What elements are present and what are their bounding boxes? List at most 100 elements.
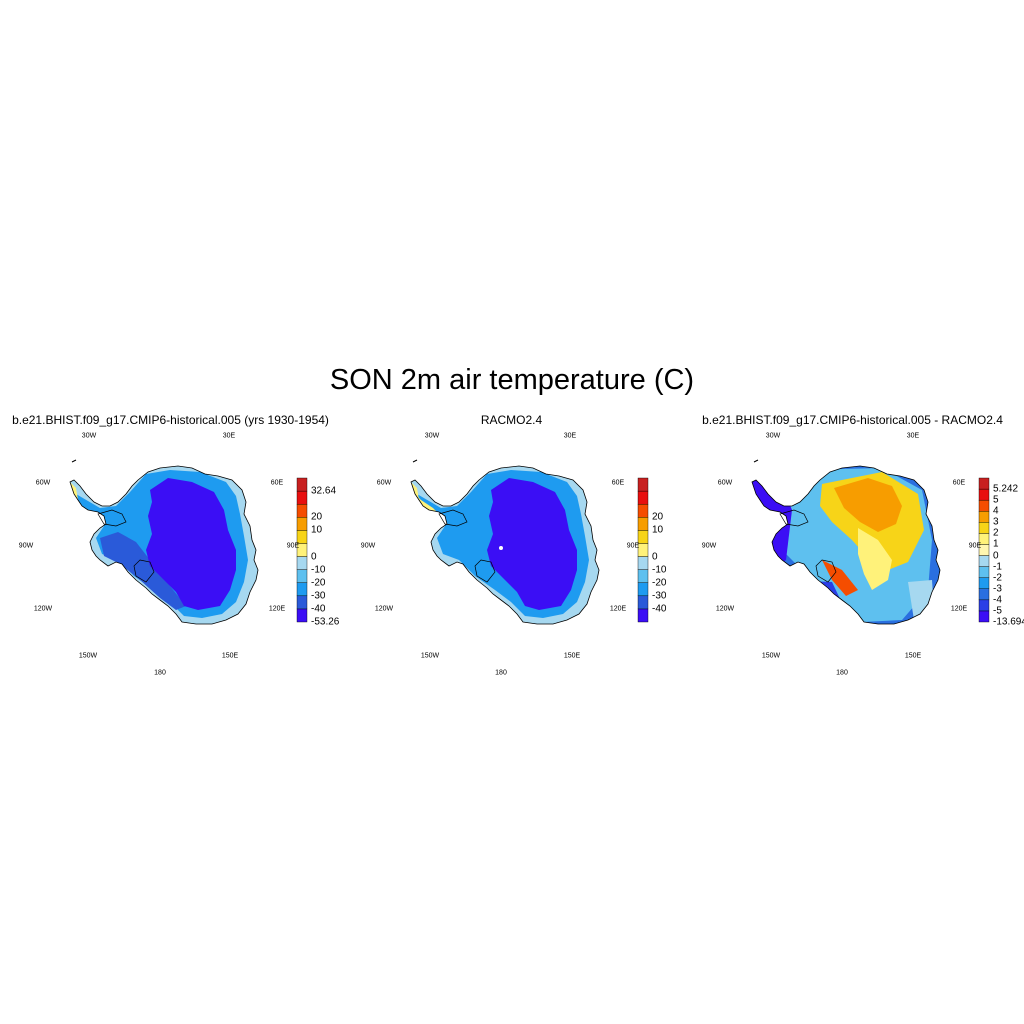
colorbar-box bbox=[637, 582, 649, 597]
colorbar-label: 0 bbox=[652, 551, 658, 563]
colorbar-label: 0 bbox=[993, 550, 999, 562]
lon-label-60e: 60E bbox=[611, 479, 625, 487]
lon-label-30e: 30E bbox=[906, 432, 920, 440]
lon-label-90w: 90W bbox=[701, 542, 717, 550]
ice-shelf-outline bbox=[438, 509, 468, 527]
colorbar-box bbox=[296, 477, 308, 492]
colorbar-label: -20 bbox=[311, 577, 326, 589]
colorbar-label: -40 bbox=[652, 603, 667, 615]
colorbar-box bbox=[637, 556, 649, 570]
tick-mark bbox=[412, 459, 418, 463]
colorbar-box bbox=[637, 517, 649, 531]
colorbar-box bbox=[637, 608, 649, 623]
panel-title: b.e21.BHIST.f09_g17.CMIP6-historical.005… bbox=[702, 413, 1003, 427]
coastline bbox=[410, 465, 600, 625]
colorbar-boxes bbox=[637, 477, 649, 623]
lon-label-60w: 60W bbox=[376, 479, 392, 487]
lon-label-120e: 120E bbox=[268, 605, 286, 613]
colorbar-box bbox=[637, 490, 649, 505]
colorbar-box bbox=[978, 522, 990, 534]
lon-label-150w: 150W bbox=[420, 652, 440, 660]
colorbar-box bbox=[296, 490, 308, 505]
colorbar-box bbox=[296, 595, 308, 610]
lon-label-30w: 30W bbox=[765, 432, 781, 440]
colorbar-label: -1 bbox=[993, 561, 1002, 573]
colorbar-box bbox=[296, 517, 308, 531]
colorbar-label: 5.242 bbox=[993, 483, 1019, 495]
lon-label-180: 180 bbox=[836, 669, 848, 677]
colorbar-label: -20 bbox=[652, 577, 667, 589]
colorbar-box bbox=[296, 608, 308, 623]
colorbar-label: 4 bbox=[993, 505, 999, 517]
lon-label-120w: 120W bbox=[33, 605, 53, 613]
colorbar-box bbox=[978, 477, 990, 490]
colorbar-box bbox=[978, 555, 990, 567]
ice-shelf-outline bbox=[779, 509, 809, 527]
lon-label-120w: 120W bbox=[715, 605, 735, 613]
colorbar-box bbox=[978, 599, 990, 612]
colorbar-box bbox=[978, 588, 990, 601]
colorbar-label: -13.694 bbox=[993, 616, 1024, 628]
colorbar-box bbox=[296, 556, 308, 570]
colorbar-label: -10 bbox=[652, 564, 667, 576]
colorbar-label: -3 bbox=[993, 583, 1002, 595]
panel-title: RACMO2.4 bbox=[480, 413, 543, 427]
colorbar-label: 5 bbox=[993, 494, 999, 506]
colorbar-box bbox=[978, 511, 990, 523]
figure-title: SON 2m air temperature (C) bbox=[329, 364, 695, 396]
lon-label-150w: 150W bbox=[78, 652, 98, 660]
colorbar-label: 2 bbox=[993, 527, 999, 539]
colorbar-box bbox=[978, 499, 990, 512]
lon-label-90e: 90E bbox=[968, 542, 982, 550]
colorbar-box bbox=[637, 569, 649, 583]
colorbar-label: -30 bbox=[652, 590, 667, 602]
lon-label-120w: 120W bbox=[374, 605, 394, 613]
panel-model: b.e21.BHIST.f09_g17.CMIP6-historical.005… bbox=[0, 410, 341, 700]
lon-label-60w: 60W bbox=[717, 479, 733, 487]
antarctica-map bbox=[751, 459, 990, 625]
ice-shelf-outline bbox=[133, 559, 155, 583]
lon-label-90e: 90E bbox=[626, 542, 640, 550]
lon-label-30w: 30W bbox=[81, 432, 97, 440]
colorbar-box bbox=[296, 569, 308, 583]
ice-shelf-outline bbox=[474, 559, 496, 583]
colorbar-label: 32.64 bbox=[311, 485, 337, 497]
colorbar-label: -53.26 bbox=[311, 616, 340, 628]
lon-label-150e: 150E bbox=[563, 652, 581, 660]
panel-difference: b.e21.BHIST.f09_g17.CMIP6-historical.005… bbox=[682, 410, 1024, 700]
colorbar-label: 1 bbox=[993, 538, 999, 550]
colorbar-label: -5 bbox=[993, 605, 1002, 617]
lon-label-60e: 60E bbox=[952, 479, 966, 487]
colorbar-box bbox=[637, 477, 649, 492]
colorbar-label: 10 bbox=[311, 524, 323, 536]
colorbar-label: -40 bbox=[311, 603, 326, 615]
panel-racmo: RACMO2.4 30W 30E 60W 60E 90W 90E 120W 12… bbox=[341, 410, 682, 700]
colorbar-box bbox=[296, 582, 308, 597]
ice-shelf-outline bbox=[815, 559, 837, 583]
lon-label-60w: 60W bbox=[35, 479, 51, 487]
lon-label-30e: 30E bbox=[563, 432, 577, 440]
colorbar-label: -4 bbox=[993, 594, 1002, 606]
colorbar-box bbox=[296, 503, 308, 518]
colorbar-boxes bbox=[978, 477, 990, 623]
lon-label-150e: 150E bbox=[904, 652, 922, 660]
colorbar-label: 20 bbox=[652, 511, 664, 523]
lon-label-90w: 90W bbox=[18, 542, 34, 550]
lon-label-30e: 30E bbox=[222, 432, 236, 440]
lon-label-60e: 60E bbox=[270, 479, 284, 487]
lon-label-90e: 90E bbox=[286, 542, 300, 550]
tick-mark bbox=[71, 459, 77, 463]
colorbar-label: 20 bbox=[311, 511, 323, 523]
colorbar-box bbox=[978, 566, 990, 578]
coastline bbox=[69, 465, 259, 625]
lon-label-120e: 120E bbox=[609, 605, 627, 613]
lon-label-180: 180 bbox=[495, 669, 507, 677]
coastline bbox=[751, 465, 941, 625]
lon-label-120e: 120E bbox=[950, 605, 968, 613]
colorbar-box bbox=[978, 610, 990, 623]
antarctica-map bbox=[410, 459, 649, 625]
panel-title: b.e21.BHIST.f09_g17.CMIP6-historical.005… bbox=[12, 413, 329, 427]
colorbar-box bbox=[978, 577, 990, 589]
colorbar-boxes bbox=[296, 477, 308, 623]
colorbar-box bbox=[637, 503, 649, 518]
